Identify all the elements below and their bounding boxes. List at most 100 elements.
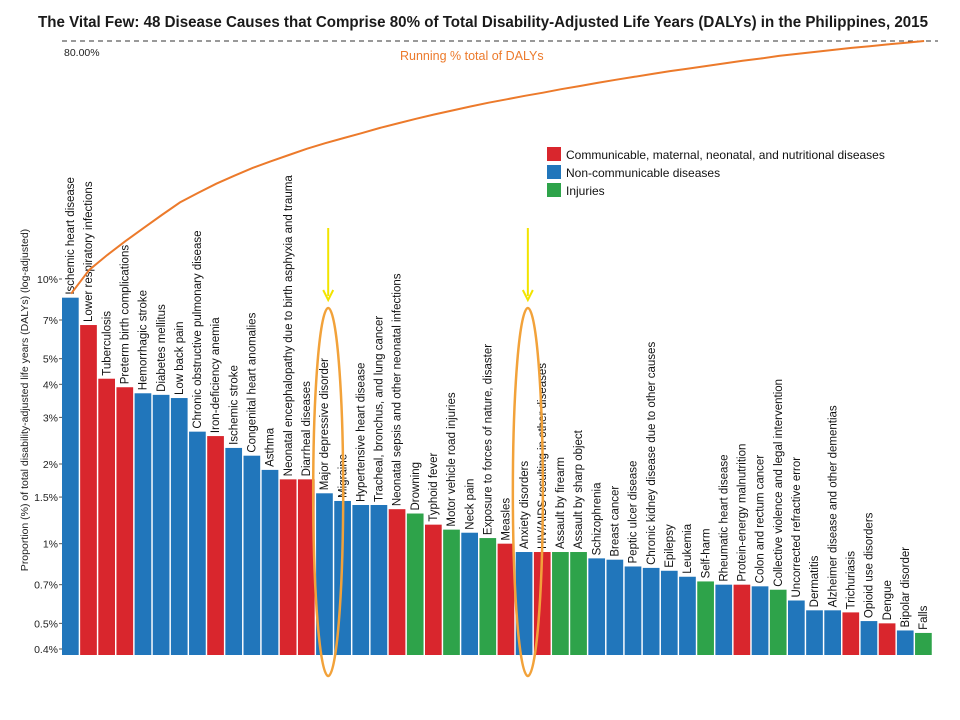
bar xyxy=(225,447,243,655)
bar xyxy=(388,509,406,655)
bar-label: Chronic kidney disease due to other caus… xyxy=(646,342,658,565)
y-tick-label: 0.5% xyxy=(34,618,58,630)
bar-label: Collective violence and legal interventi… xyxy=(773,379,785,587)
bar-label: Assault by sharp object xyxy=(573,429,585,549)
legend-label-communicable: Communicable, maternal, neonatal, and nu… xyxy=(566,148,885,162)
bar-label: Measles xyxy=(501,498,513,541)
bar xyxy=(370,504,388,655)
bar xyxy=(443,529,460,655)
running-total-line xyxy=(70,40,925,295)
y-tick-label: 4% xyxy=(43,379,58,391)
bar xyxy=(788,600,805,655)
legend-swatch-communicable xyxy=(547,147,561,161)
legend-swatch-noncommunicable xyxy=(547,165,561,179)
bar xyxy=(552,552,569,655)
bar-label: Diabetes mellitus xyxy=(156,304,168,392)
legend: Communicable, maternal, neonatal, and nu… xyxy=(547,147,885,198)
y-tick-label: 2% xyxy=(43,459,58,471)
bar xyxy=(116,387,134,655)
y-tick-label: 10% xyxy=(37,274,58,286)
bar xyxy=(316,493,333,655)
bar xyxy=(733,584,751,655)
bar-label: Typhoid fever xyxy=(428,452,440,521)
bar-label: Neck pain xyxy=(464,479,476,530)
y-tick-label: 3% xyxy=(43,412,58,424)
bar-label: Leukemia xyxy=(682,523,694,573)
bar xyxy=(98,378,115,655)
bar-label: Epilepsy xyxy=(664,524,676,568)
bar xyxy=(570,552,587,655)
bar-label: Congenital heart anomalies xyxy=(247,312,259,452)
y-tick-label: 1.5% xyxy=(34,492,58,504)
highlight-ellipse xyxy=(511,306,545,678)
bar-label: Neonatal sepsis and other neonatal infec… xyxy=(392,273,404,506)
bar xyxy=(878,623,896,655)
bar xyxy=(860,621,878,655)
bar xyxy=(297,479,315,655)
bar-label: Major depressive disorder xyxy=(319,358,331,490)
bar xyxy=(606,559,624,655)
bar-label: Schizophrenia xyxy=(591,482,603,555)
bar-label: Falls xyxy=(918,605,930,630)
y-tick-label: 5% xyxy=(43,354,58,366)
bar xyxy=(751,586,769,655)
y-tick-label: 7% xyxy=(43,315,58,327)
bar xyxy=(915,632,932,655)
bar xyxy=(660,570,678,655)
y-tick-label: 1% xyxy=(43,539,58,551)
bar xyxy=(243,455,261,655)
legend-label-injuries: Injuries xyxy=(566,184,605,198)
bar xyxy=(425,524,442,655)
bar-label: Asthma xyxy=(265,427,277,467)
bar-label: Preterm birth complications xyxy=(119,245,131,385)
bar-label: Self-harm xyxy=(700,529,712,579)
bar-label: Ischemic heart disease xyxy=(65,177,77,295)
bar xyxy=(152,394,170,655)
bar xyxy=(479,538,497,655)
bar xyxy=(806,610,823,655)
bar-label: Iron-deficiency anemia xyxy=(210,317,222,433)
highlights xyxy=(311,228,545,678)
bar-label: Hemorrhagic stroke xyxy=(138,290,150,390)
bar-label: Chronic obstructive pulmonary disease xyxy=(192,230,204,428)
bar xyxy=(824,610,841,655)
bar xyxy=(406,513,424,655)
bar xyxy=(642,567,660,655)
bar-label: Diarrheal diseases xyxy=(301,381,313,476)
bar-label: Tuberculosis xyxy=(101,311,113,376)
bar-label: Breast cancer xyxy=(610,486,622,557)
bar xyxy=(842,612,860,655)
bar-label: Bipolar disorder xyxy=(900,547,912,628)
bar-label: Uncorrected refractive error xyxy=(791,457,803,598)
highlight-ellipse xyxy=(311,306,345,678)
bar xyxy=(624,566,642,655)
bar-label: Trichuriasis xyxy=(845,551,857,610)
bar xyxy=(80,325,97,655)
bar xyxy=(279,479,297,655)
bar-label: Hypertensive heart disease xyxy=(355,363,367,502)
bar-label: Assault by firearm xyxy=(555,457,567,549)
bar-label: Dengue xyxy=(882,580,894,620)
bar xyxy=(352,504,370,655)
bar xyxy=(207,436,224,655)
bar-labels: Ischemic heart disease Lower respiratory … xyxy=(65,175,930,630)
bar-label: Low back pain xyxy=(174,322,186,396)
bar-label: Protein-energy malnutrition xyxy=(737,444,749,582)
bar xyxy=(697,581,714,655)
bar xyxy=(679,576,696,655)
reference-label: 80.00% xyxy=(64,47,100,59)
bar-label: Motor vehicle road injuries xyxy=(446,392,458,526)
bar-label: Rheumatic heart disease xyxy=(718,454,730,581)
bar xyxy=(497,543,515,655)
y-axis: 10% 7% 5% 4% 3% 2% 1.5% 1% 0.7% 0.5% 0.4% xyxy=(34,274,62,656)
bar xyxy=(715,584,733,655)
y-axis-label: Proportion (%) of total disability-adjus… xyxy=(19,229,31,571)
bar xyxy=(769,589,787,655)
bar xyxy=(62,297,79,655)
highlight-arrowhead xyxy=(521,289,534,303)
bar xyxy=(134,393,152,655)
chart-title: The Vital Few: 48 Disease Causes that Co… xyxy=(38,14,928,31)
bar-label: Lower respiratory infections xyxy=(83,181,95,322)
bar xyxy=(461,532,478,655)
